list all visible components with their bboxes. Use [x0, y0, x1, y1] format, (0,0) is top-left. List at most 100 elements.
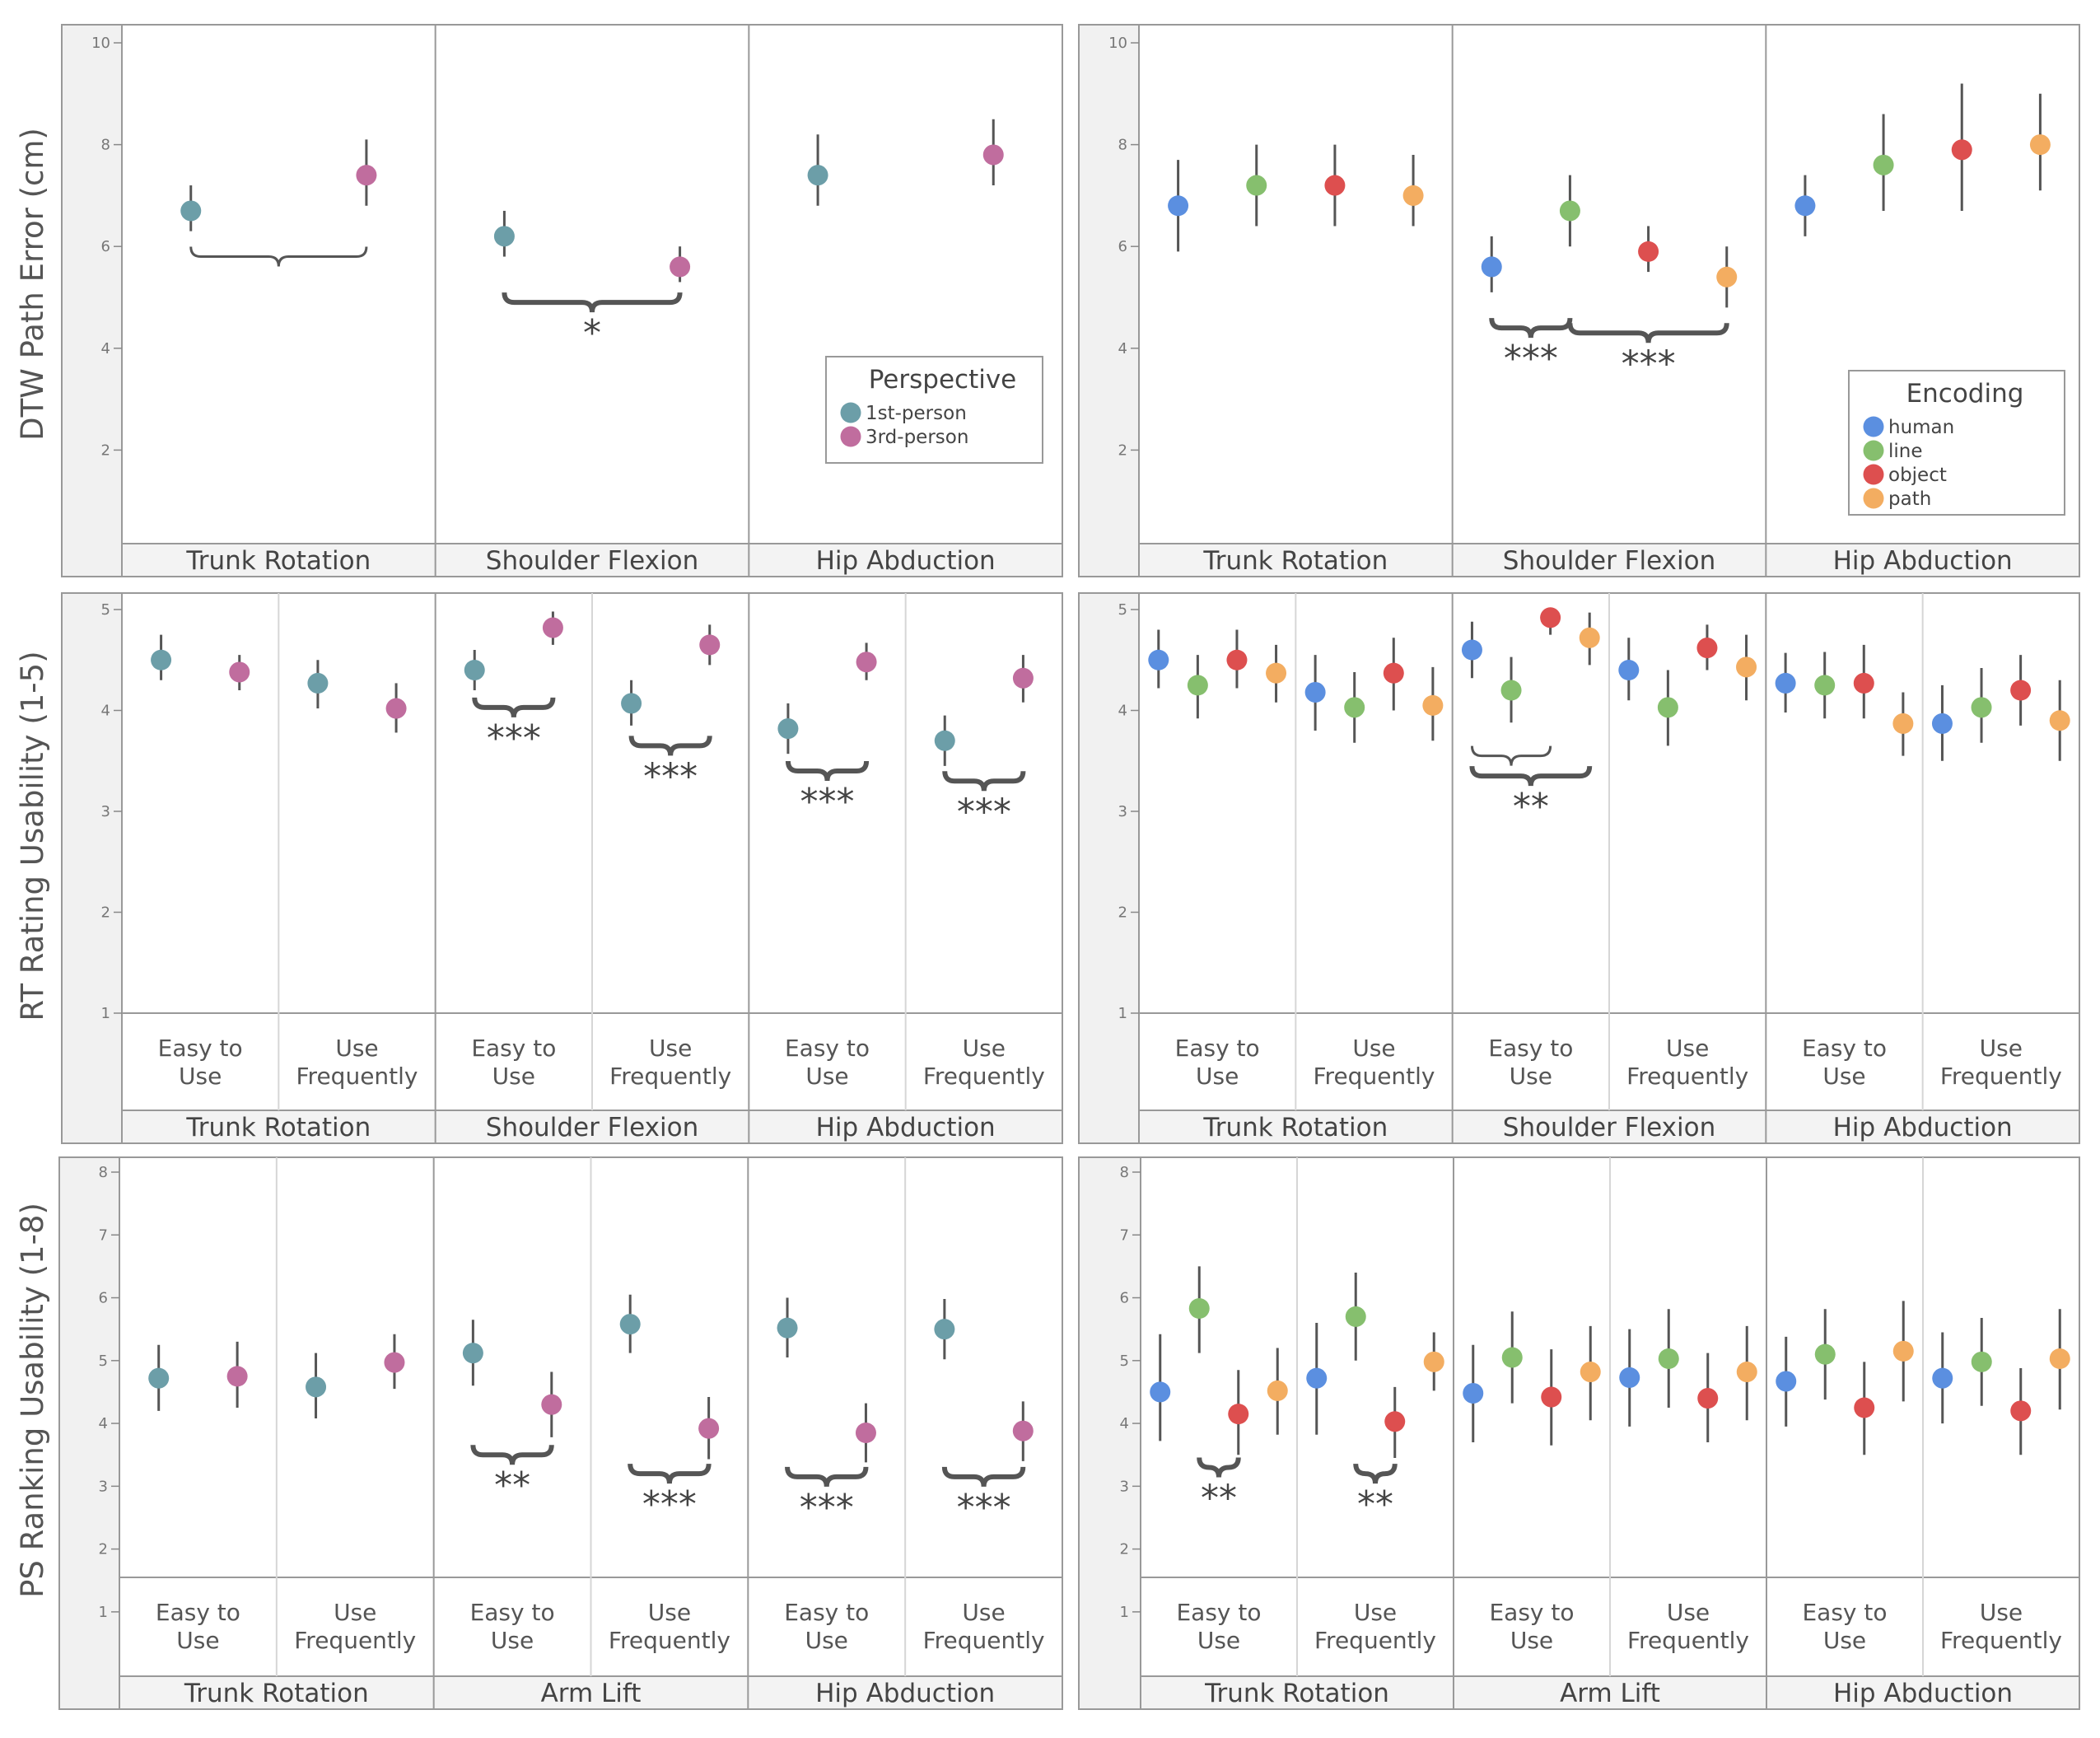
significance-bracket [1353, 1463, 1398, 1484]
category-label: Use [179, 1063, 222, 1090]
point-line [1246, 175, 1267, 196]
category-label: Easy to [471, 1035, 556, 1062]
y-tick-label: 4 [1118, 340, 1127, 357]
category-label: Easy to [1176, 1599, 1261, 1626]
point-3rd-person [670, 256, 691, 278]
y-axis-title: RT Rating Usability (1-5) [15, 651, 50, 1021]
significance-bracket [785, 1466, 869, 1488]
point-human [1776, 1371, 1797, 1392]
point-human [1306, 1367, 1328, 1389]
category-label: Frequently [1314, 1627, 1436, 1654]
point-1st-person [180, 200, 202, 222]
panel-dtw-perspective: 2 4 6 8 10 DTW Path Error (cm) Trunk Rotation S… [15, 24, 1063, 577]
point-1st-person [934, 1319, 955, 1340]
point-3rd-person [982, 144, 1004, 166]
category-label: Frequently [1313, 1063, 1435, 1090]
category-label: Frequently [923, 1063, 1045, 1090]
y-tick-label: 3 [99, 1478, 108, 1495]
category-label: Easy to [158, 1035, 243, 1062]
category-label: Use [335, 1035, 378, 1062]
category-label: Use [963, 1035, 1006, 1062]
point-line [1814, 675, 1836, 696]
significance-label: ** [1201, 1477, 1237, 1519]
facet-strip [121, 543, 1063, 577]
point-line [1345, 1306, 1366, 1327]
y-tick-label: 6 [101, 238, 110, 255]
point-path [1580, 1362, 1601, 1383]
y-tick-label: 5 [1118, 601, 1127, 619]
point-line [1187, 675, 1208, 696]
y-axis-title: PS Ranking Usability (1-8) [15, 1203, 50, 1598]
point-human [1794, 195, 1816, 217]
y-tick-label: 2 [99, 1541, 108, 1558]
y-tick-label: 3 [1118, 803, 1127, 820]
point-object [1541, 1386, 1562, 1408]
facet-label: Trunk Rotation [185, 1113, 371, 1142]
significance-label: *** [1622, 343, 1676, 385]
category-label: Easy to [1489, 1599, 1574, 1626]
point-human [1618, 660, 1640, 680]
facet-label: Hip Abduction [1833, 546, 2013, 576]
significance-label: *** [643, 755, 698, 797]
facet-label: Trunk Rotation [184, 1679, 369, 1708]
y-tick-label: 1 [99, 1604, 108, 1621]
point-line [1344, 697, 1365, 718]
category-label: Frequently [1940, 1063, 2062, 1090]
category-label: Use [491, 1627, 534, 1654]
point-3rd-person [356, 165, 377, 186]
point-1st-person [807, 165, 828, 186]
category-label: Use [1980, 1035, 2023, 1062]
point-1st-person [151, 649, 172, 670]
significance-bracket [472, 697, 556, 718]
y-tick-label: 8 [99, 1164, 108, 1181]
category-label: Frequently [296, 1063, 418, 1090]
point-path [1736, 1362, 1757, 1383]
y-tick-label: 7 [99, 1226, 108, 1244]
point-3rd-person [385, 698, 407, 719]
y-tick-label: 4 [101, 340, 110, 357]
point-3rd-person [1012, 1420, 1034, 1441]
category-label: Use [1980, 1599, 2023, 1626]
y-axis-title: DTW Path Error (cm) [15, 128, 50, 441]
y-tick-label: 8 [1120, 1164, 1129, 1181]
point-line [1873, 154, 1894, 175]
category-label: Use [1823, 1627, 1866, 1654]
point-1st-person [621, 693, 642, 714]
legend-swatch-object [1863, 464, 1884, 485]
category-label: Use [1354, 1599, 1397, 1626]
significance-bracket [628, 736, 712, 756]
y-tick-label: 1 [1120, 1604, 1129, 1621]
category-label: Use [1352, 1035, 1395, 1062]
category-label: Frequently [609, 1627, 730, 1654]
point-path [1422, 694, 1444, 716]
y-tick-label: 2 [1120, 1541, 1129, 1558]
legend-label: path [1888, 488, 1931, 510]
y-tick-label: 2 [1118, 904, 1127, 922]
point-object [1853, 672, 1874, 694]
point-line [1971, 1351, 1992, 1372]
legend-swatch-path [1863, 488, 1884, 509]
legend-perspective: Perspective 1st-person 3rd-person [825, 356, 1043, 464]
point-path [1892, 1340, 1914, 1362]
point-3rd-person [542, 617, 563, 638]
y-tick-label: 6 [99, 1290, 108, 1307]
y-tick-label: 2 [101, 904, 110, 922]
point-1st-person [777, 1317, 798, 1339]
significance-label: ** [494, 1465, 530, 1507]
category-label: Frequently [1626, 1063, 1748, 1090]
point-3rd-person [541, 1394, 562, 1415]
legend-label: object [1888, 465, 1947, 486]
point-line [1559, 200, 1580, 222]
facet-label: Shoulder Flexion [1503, 1113, 1715, 1142]
point-path [1716, 266, 1738, 287]
y-tick-label: 7 [1120, 1226, 1129, 1244]
point-human [1775, 672, 1796, 694]
significance-label: *** [800, 781, 855, 823]
category-label: Use [1666, 1035, 1709, 1062]
legend-label: 1st-person [866, 403, 967, 424]
significance-bracket [785, 760, 870, 782]
point-1st-person [493, 226, 515, 247]
legend-label: 3rd-person [866, 427, 968, 448]
